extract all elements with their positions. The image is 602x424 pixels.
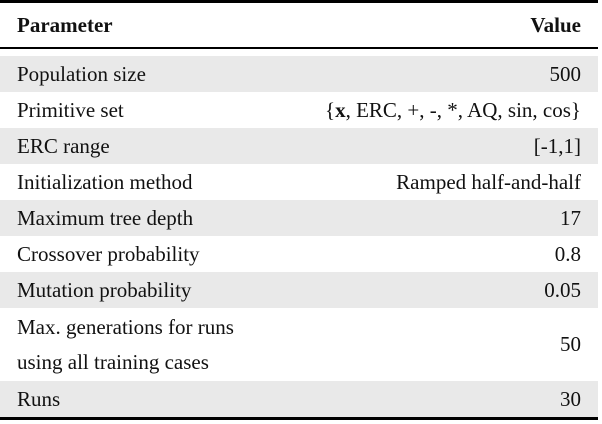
table-row-max-generations: Max. generations for runs using all trai… xyxy=(0,308,598,381)
table-row-population-size: Population size 500 xyxy=(0,56,598,92)
table-row-mutation-probability: Mutation probability 0.05 xyxy=(0,272,598,308)
row-value: {x, ERC, +, -, *, AQ, sin, cos} xyxy=(325,93,581,127)
row-value: 30 xyxy=(560,386,581,411)
row-value: 0.05 xyxy=(544,277,581,302)
primitive-set-rest: , ERC, +, -, *, AQ, sin, cos} xyxy=(345,97,581,122)
primitive-set-variable: x xyxy=(335,97,346,122)
primitive-set-open: { xyxy=(324,97,336,122)
header-rule xyxy=(0,47,598,49)
table-row-primitive-set: Primitive set {x, ERC, +, -, *, AQ, sin,… xyxy=(0,92,598,128)
row-param: Mutation probability xyxy=(17,277,192,302)
row-param: Primitive set xyxy=(17,97,124,122)
row-param: Crossover probability xyxy=(17,241,200,266)
row-value: 0.8 xyxy=(554,241,581,266)
row-value: 500 xyxy=(549,61,582,86)
table-row-erc-range: ERC range [-1,1] xyxy=(0,128,598,164)
table-row-maximum-tree-depth: Maximum tree depth 17 xyxy=(0,200,598,236)
table-row-runs: Runs 30 xyxy=(0,381,598,417)
table-header-row: Parameter Value xyxy=(0,3,598,47)
row-param: Max. generations for runs using all trai… xyxy=(17,315,234,374)
header-parameter: Parameter xyxy=(17,12,113,37)
row-value: 17 xyxy=(560,205,581,230)
row-param: Population size xyxy=(17,61,146,86)
row-param: Maximum tree depth xyxy=(17,205,194,230)
row-param: ERC range xyxy=(17,133,110,158)
table-row-crossover-probability: Crossover probability 0.8 xyxy=(0,236,598,272)
header-value: Value xyxy=(530,12,581,37)
table-row-initialization-method: Initialization method Ramped half-and-ha… xyxy=(0,164,598,200)
row-value: 50 xyxy=(560,332,581,357)
row-value: Ramped half-and-half xyxy=(396,169,581,194)
header-spacer xyxy=(0,49,598,56)
row-param: Initialization method xyxy=(17,169,193,194)
row-param: Runs xyxy=(17,386,61,411)
row-value: [-1,1] xyxy=(533,133,581,158)
